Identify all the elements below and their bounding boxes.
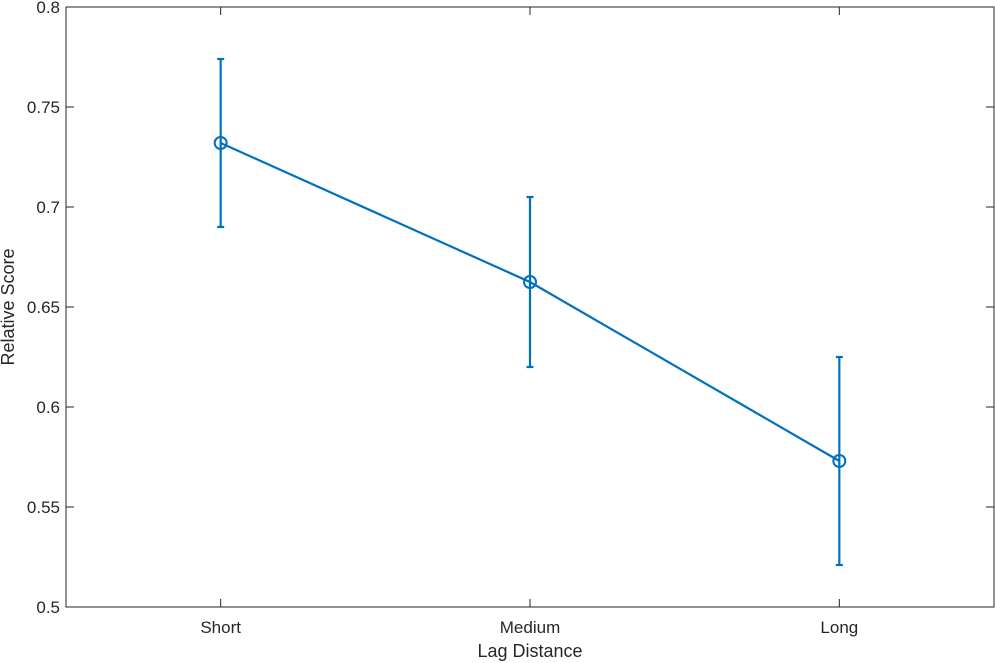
y-tick-label: 0.5 xyxy=(36,598,60,617)
y-tick-label: 0.8 xyxy=(36,0,60,17)
data-point-marker xyxy=(523,275,537,289)
x-axis-label: Lag Distance xyxy=(477,641,582,661)
series-layer xyxy=(213,57,847,567)
x-tick-label: Long xyxy=(820,618,858,637)
x-tick-label: Medium xyxy=(500,618,560,637)
y-tick-label: 0.75 xyxy=(27,98,60,117)
data-point-marker xyxy=(832,454,847,468)
y-tick-label: 0.55 xyxy=(27,498,60,517)
x-axis-ticks: Short Medium Long xyxy=(200,7,858,637)
y-tick-label: 0.6 xyxy=(36,398,60,417)
data-point-marker xyxy=(213,136,228,150)
y-axis-label: Relative Score xyxy=(0,248,18,365)
y-tick-label: 0.65 xyxy=(27,298,60,317)
y-axis-ticks: 0.5 0.55 0.6 0.65 0.7 0.75 0.8 xyxy=(27,0,994,617)
y-tick-label: 0.7 xyxy=(36,198,60,217)
x-tick-label: Short xyxy=(200,618,241,637)
